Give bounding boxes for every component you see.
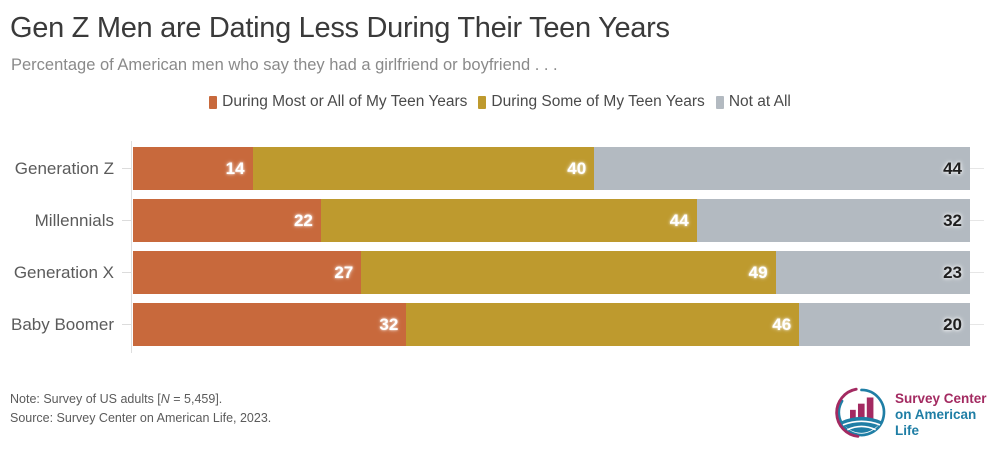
legend-swatch xyxy=(715,95,724,109)
bar-segment: 40 xyxy=(252,147,595,190)
bar-row: Generation Z 14 40 44 xyxy=(0,147,984,190)
bar-value-label: 40 xyxy=(567,158,587,178)
legend-label: Not at All xyxy=(728,93,791,110)
bar-segment: 14 xyxy=(133,147,253,190)
source-line: Source: Survey Center on American Life, … xyxy=(10,411,272,425)
bar-value-label: 27 xyxy=(334,262,354,282)
category-label: Generation X xyxy=(13,262,114,282)
legend-item: During Most or All of My Teen Years xyxy=(209,93,467,111)
bar-segment: 46 xyxy=(406,303,800,346)
bar-value-label: 32 xyxy=(943,210,962,230)
bar-segment: 44 xyxy=(320,199,697,242)
bar-value-label: 22 xyxy=(293,210,313,230)
bar-row: Generation X 27 49 23 xyxy=(0,251,984,294)
logo-text: Survey Center on American Life xyxy=(895,391,1000,439)
legend-swatch xyxy=(209,95,218,109)
chart-title: Gen Z Men are Dating Less During Their T… xyxy=(10,12,670,44)
axis-tick-left xyxy=(122,272,131,273)
bar-segment: 44 xyxy=(594,147,970,190)
legend-item: During Some of My Teen Years xyxy=(478,93,705,111)
axis-tick-left xyxy=(122,220,131,221)
axis-tick-right xyxy=(970,168,984,169)
bar-value-label: 32 xyxy=(379,314,399,334)
legend-label: During Most or All of My Teen Years xyxy=(222,93,468,110)
footer-notes: Note: Survey of US adults [N = 5,459]. S… xyxy=(10,390,271,428)
axis-tick-right xyxy=(970,220,984,221)
axis-tick-left xyxy=(122,168,131,169)
legend-swatch xyxy=(478,95,487,109)
bar-track: 22 44 32 xyxy=(133,199,970,242)
bar-track: 27 49 23 xyxy=(133,251,970,294)
bar-rows: Generation Z 14 40 44 Millennials 22 44 32 Gener… xyxy=(0,147,984,355)
logo-line1: Survey Center xyxy=(895,391,987,406)
bar-track: 14 40 44 xyxy=(133,147,970,190)
note-line: Note: Survey of US adults [N = 5,459]. xyxy=(10,392,223,406)
bar-value-label: 20 xyxy=(943,314,962,334)
logo: Survey Center on American Life xyxy=(835,386,1000,444)
legend: During Most or All of My Teen Years Durin… xyxy=(0,93,1000,111)
bar-row: Baby Boomer 32 46 20 xyxy=(0,303,984,346)
bar-row: Millennials 22 44 32 xyxy=(0,199,984,242)
bar-segment: 23 xyxy=(775,251,970,294)
bar-value-label: 44 xyxy=(669,210,689,230)
bar-segment: 27 xyxy=(133,251,362,294)
bar-value-label: 44 xyxy=(943,158,962,178)
category-label: Millennials xyxy=(34,210,114,230)
legend-label: During Some of My Teen Years xyxy=(491,93,705,110)
survey-center-logo-icon xyxy=(835,386,888,444)
chart-subtitle: Percentage of American men who say they … xyxy=(11,56,558,74)
axis-tick-right xyxy=(970,272,984,273)
category-label: Generation Z xyxy=(14,158,114,178)
legend-item: Not at All xyxy=(715,93,791,111)
bar-segment: 32 xyxy=(696,199,970,242)
category-axis-line xyxy=(131,141,132,353)
bar-value-label: 14 xyxy=(225,158,245,178)
axis-tick-left xyxy=(122,324,131,325)
bar-segment: 20 xyxy=(799,303,970,346)
axis-tick-right xyxy=(970,324,984,325)
bar-value-label: 46 xyxy=(772,314,792,334)
bar-track: 32 46 20 xyxy=(133,303,970,346)
logo-line2: on American Life xyxy=(895,407,977,438)
bar-value-label: 49 xyxy=(748,262,768,282)
bar-segment: 49 xyxy=(361,251,776,294)
bar-segment: 32 xyxy=(133,303,407,346)
category-label: Baby Boomer xyxy=(11,314,114,334)
bar-segment: 22 xyxy=(133,199,321,242)
bar-value-label: 23 xyxy=(943,262,962,282)
